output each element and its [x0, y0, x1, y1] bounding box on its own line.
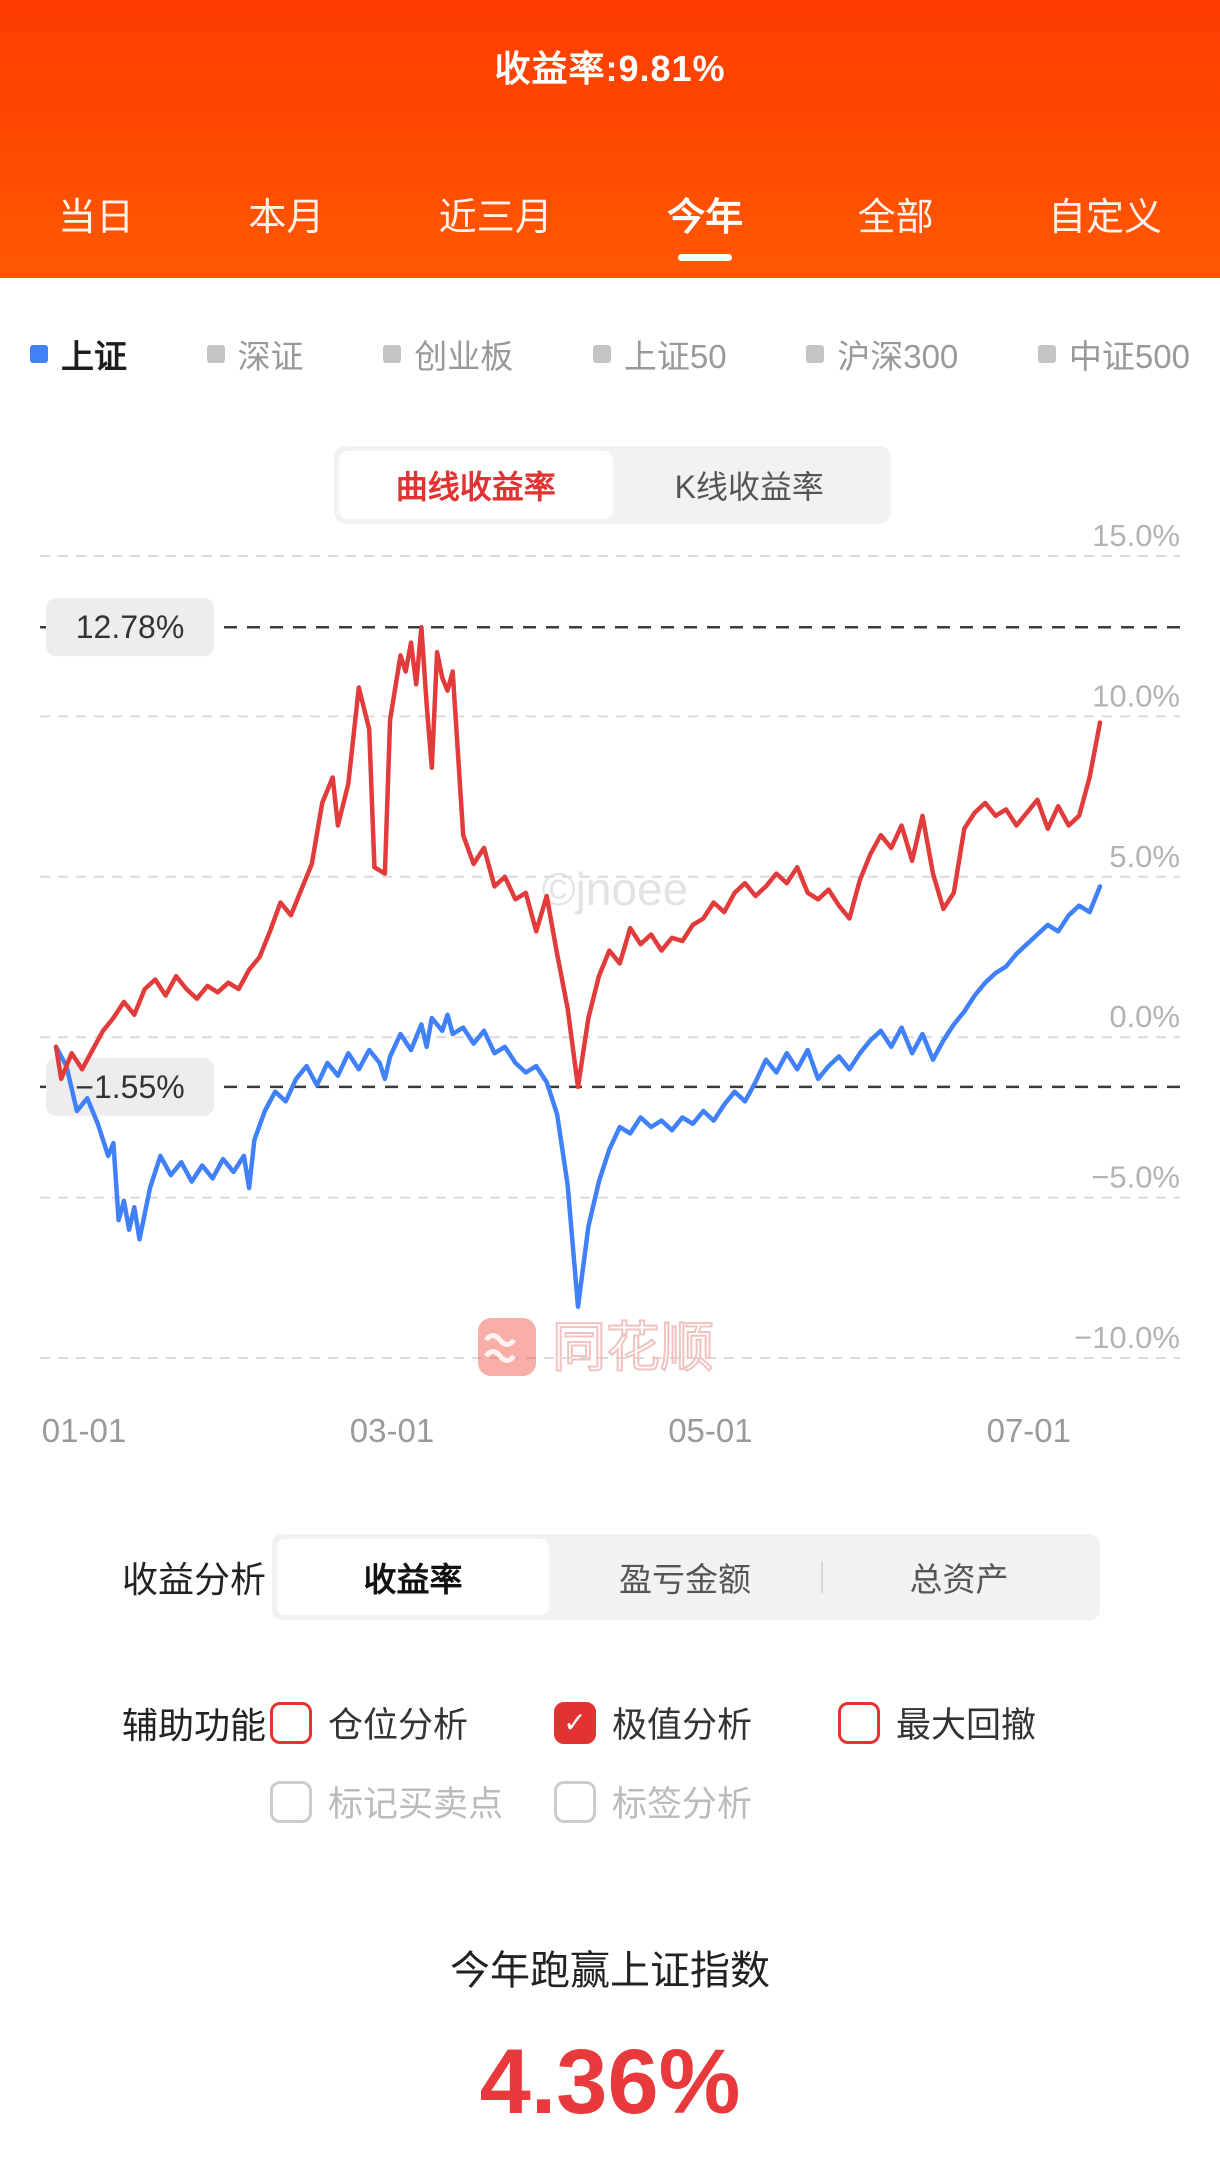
y-axis-tick: 0.0% — [1109, 999, 1180, 1034]
analysis-section: 收益分析 收益率 盈亏金额 总资产 — [0, 1534, 1220, 1620]
tab-last-3-months[interactable]: 近三月 — [438, 197, 553, 239]
page-title: 收益率:9.81% — [494, 48, 726, 89]
tab-all[interactable]: 全部 — [857, 197, 934, 239]
legend-swatch-icon — [806, 345, 825, 363]
x-axis-tick: 01-01 — [42, 1412, 126, 1449]
analysis-tabs: 收益率 盈亏金额 总资产 — [272, 1534, 1100, 1620]
tab-this-year[interactable]: 今年 — [667, 186, 743, 261]
y-axis-tick: −10.0% — [1074, 1320, 1180, 1355]
y-axis-tick: 15.0% — [1092, 518, 1180, 553]
aux-options-row1: 仓位分析 ✓ 极值分析 最大回撤 — [270, 1697, 1122, 1748]
legend-item-szse[interactable]: 深证 — [206, 330, 304, 378]
tab-custom[interactable]: 自定义 — [1047, 197, 1162, 239]
index-legend: 上证 深证 创业板 上证50 沪深300 中证500 — [0, 330, 1220, 378]
legend-swatch-icon — [383, 345, 402, 363]
tab-this-month[interactable]: 本月 — [248, 197, 325, 239]
brand-watermark: 同花顺 — [552, 1318, 714, 1378]
aux-option-tag-analysis[interactable]: 标签分析 — [554, 1776, 838, 1827]
toggle-curve-return[interactable]: 曲线收益率 — [339, 451, 613, 519]
returns-line-chart[interactable]: 15.0% 10.0% 5.0% 0.0% −5.0% −10.0% 01-01 03-01 0… — [0, 500, 1220, 1460]
period-tabs: 当日 本月 近三月 今年 全部 自定义 — [0, 186, 1220, 261]
legend-item-sse[interactable]: 上证 — [30, 330, 127, 378]
legend-label: 上证 — [61, 338, 127, 375]
outperform-summary: 今年跑赢上证指数 — [450, 1949, 770, 1993]
aux-option-label: 标记买卖点 — [328, 1785, 504, 1824]
chart-type-toggle: 曲线收益率 K线收益率 — [334, 446, 891, 524]
outperform-value: 4.36% — [479, 2031, 741, 2133]
legend-label: 创业板 — [414, 338, 514, 375]
analysis-section-label: 收益分析 — [122, 1559, 267, 1600]
site-watermark: ©jnoee — [542, 863, 688, 915]
aux-options-row2: 标记买卖点 标签分析 — [270, 1776, 838, 1827]
aux-option-label: 最大回撤 — [896, 1706, 1037, 1745]
series-portfolio-return — [53, 624, 1103, 1090]
extreme-value-label: 12.78% — [76, 609, 185, 645]
legend-swatch-icon — [1037, 345, 1056, 363]
aux-option-extreme-analysis[interactable]: ✓ 极值分析 — [554, 1697, 838, 1748]
checkbox-tag-analysis[interactable] — [554, 1780, 596, 1823]
legend-label: 中证500 — [1068, 338, 1190, 375]
x-axis-tick: 05-01 — [668, 1412, 752, 1449]
aux-option-label: 极值分析 — [612, 1706, 753, 1745]
legend-swatch-icon — [30, 345, 48, 363]
analysis-tab-total-assets[interactable]: 总资产 — [909, 1561, 1009, 1598]
x-axis-tick: 07-01 — [987, 1412, 1071, 1449]
legend-label: 深证 — [237, 338, 304, 375]
y-axis-tick: 5.0% — [1109, 839, 1180, 874]
x-axis-tick: 03-01 — [350, 1412, 434, 1449]
aux-option-label: 仓位分析 — [328, 1706, 469, 1745]
y-axis-tick: 10.0% — [1092, 678, 1180, 713]
legend-item-hs300[interactable]: 沪深300 — [806, 330, 958, 378]
extreme-value-label: −1.55% — [75, 1069, 184, 1105]
checkbox-max-drawdown[interactable] — [838, 1701, 880, 1744]
legend-item-csi500[interactable]: 中证500 — [1037, 330, 1190, 378]
legend-item-sse50[interactable]: 上证50 — [592, 330, 727, 378]
seg-divider — [821, 1561, 823, 1593]
legend-label: 上证50 — [623, 338, 727, 375]
analysis-tab-pnl-amount[interactable]: 盈亏金额 — [619, 1561, 751, 1598]
legend-swatch-icon — [206, 345, 225, 363]
legend-label: 沪深300 — [837, 338, 959, 375]
checkbox-position-analysis[interactable] — [270, 1701, 312, 1744]
series-sse-index — [53, 884, 1103, 1309]
tonghuashun-logo-mark-icon — [484, 1333, 516, 1363]
toggle-kline-return[interactable]: K线收益率 — [674, 469, 824, 505]
header: 收益率:9.81% 当日 本月 近三月 今年 全部 自定义 — [0, 0, 1220, 278]
aux-option-max-drawdown[interactable]: 最大回撤 — [838, 1697, 1122, 1748]
y-axis-tick: −5.0% — [1091, 1160, 1180, 1195]
extreme-value-label-box — [46, 598, 214, 657]
analysis-tab-return-rate[interactable]: 收益率 — [277, 1539, 549, 1615]
legend-item-chinext[interactable]: 创业板 — [383, 330, 513, 378]
aux-option-mark-trades[interactable]: 标记买卖点 — [270, 1776, 554, 1827]
tab-today[interactable]: 当日 — [58, 197, 135, 239]
checkbox-extreme-analysis[interactable]: ✓ — [554, 1701, 596, 1744]
aux-option-position-analysis[interactable]: 仓位分析 — [270, 1697, 554, 1748]
checkbox-mark-trades[interactable] — [270, 1780, 312, 1823]
aux-option-label: 标签分析 — [612, 1785, 753, 1824]
legend-swatch-icon — [592, 345, 611, 363]
aux-section-label: 辅助功能 — [122, 1705, 267, 1746]
